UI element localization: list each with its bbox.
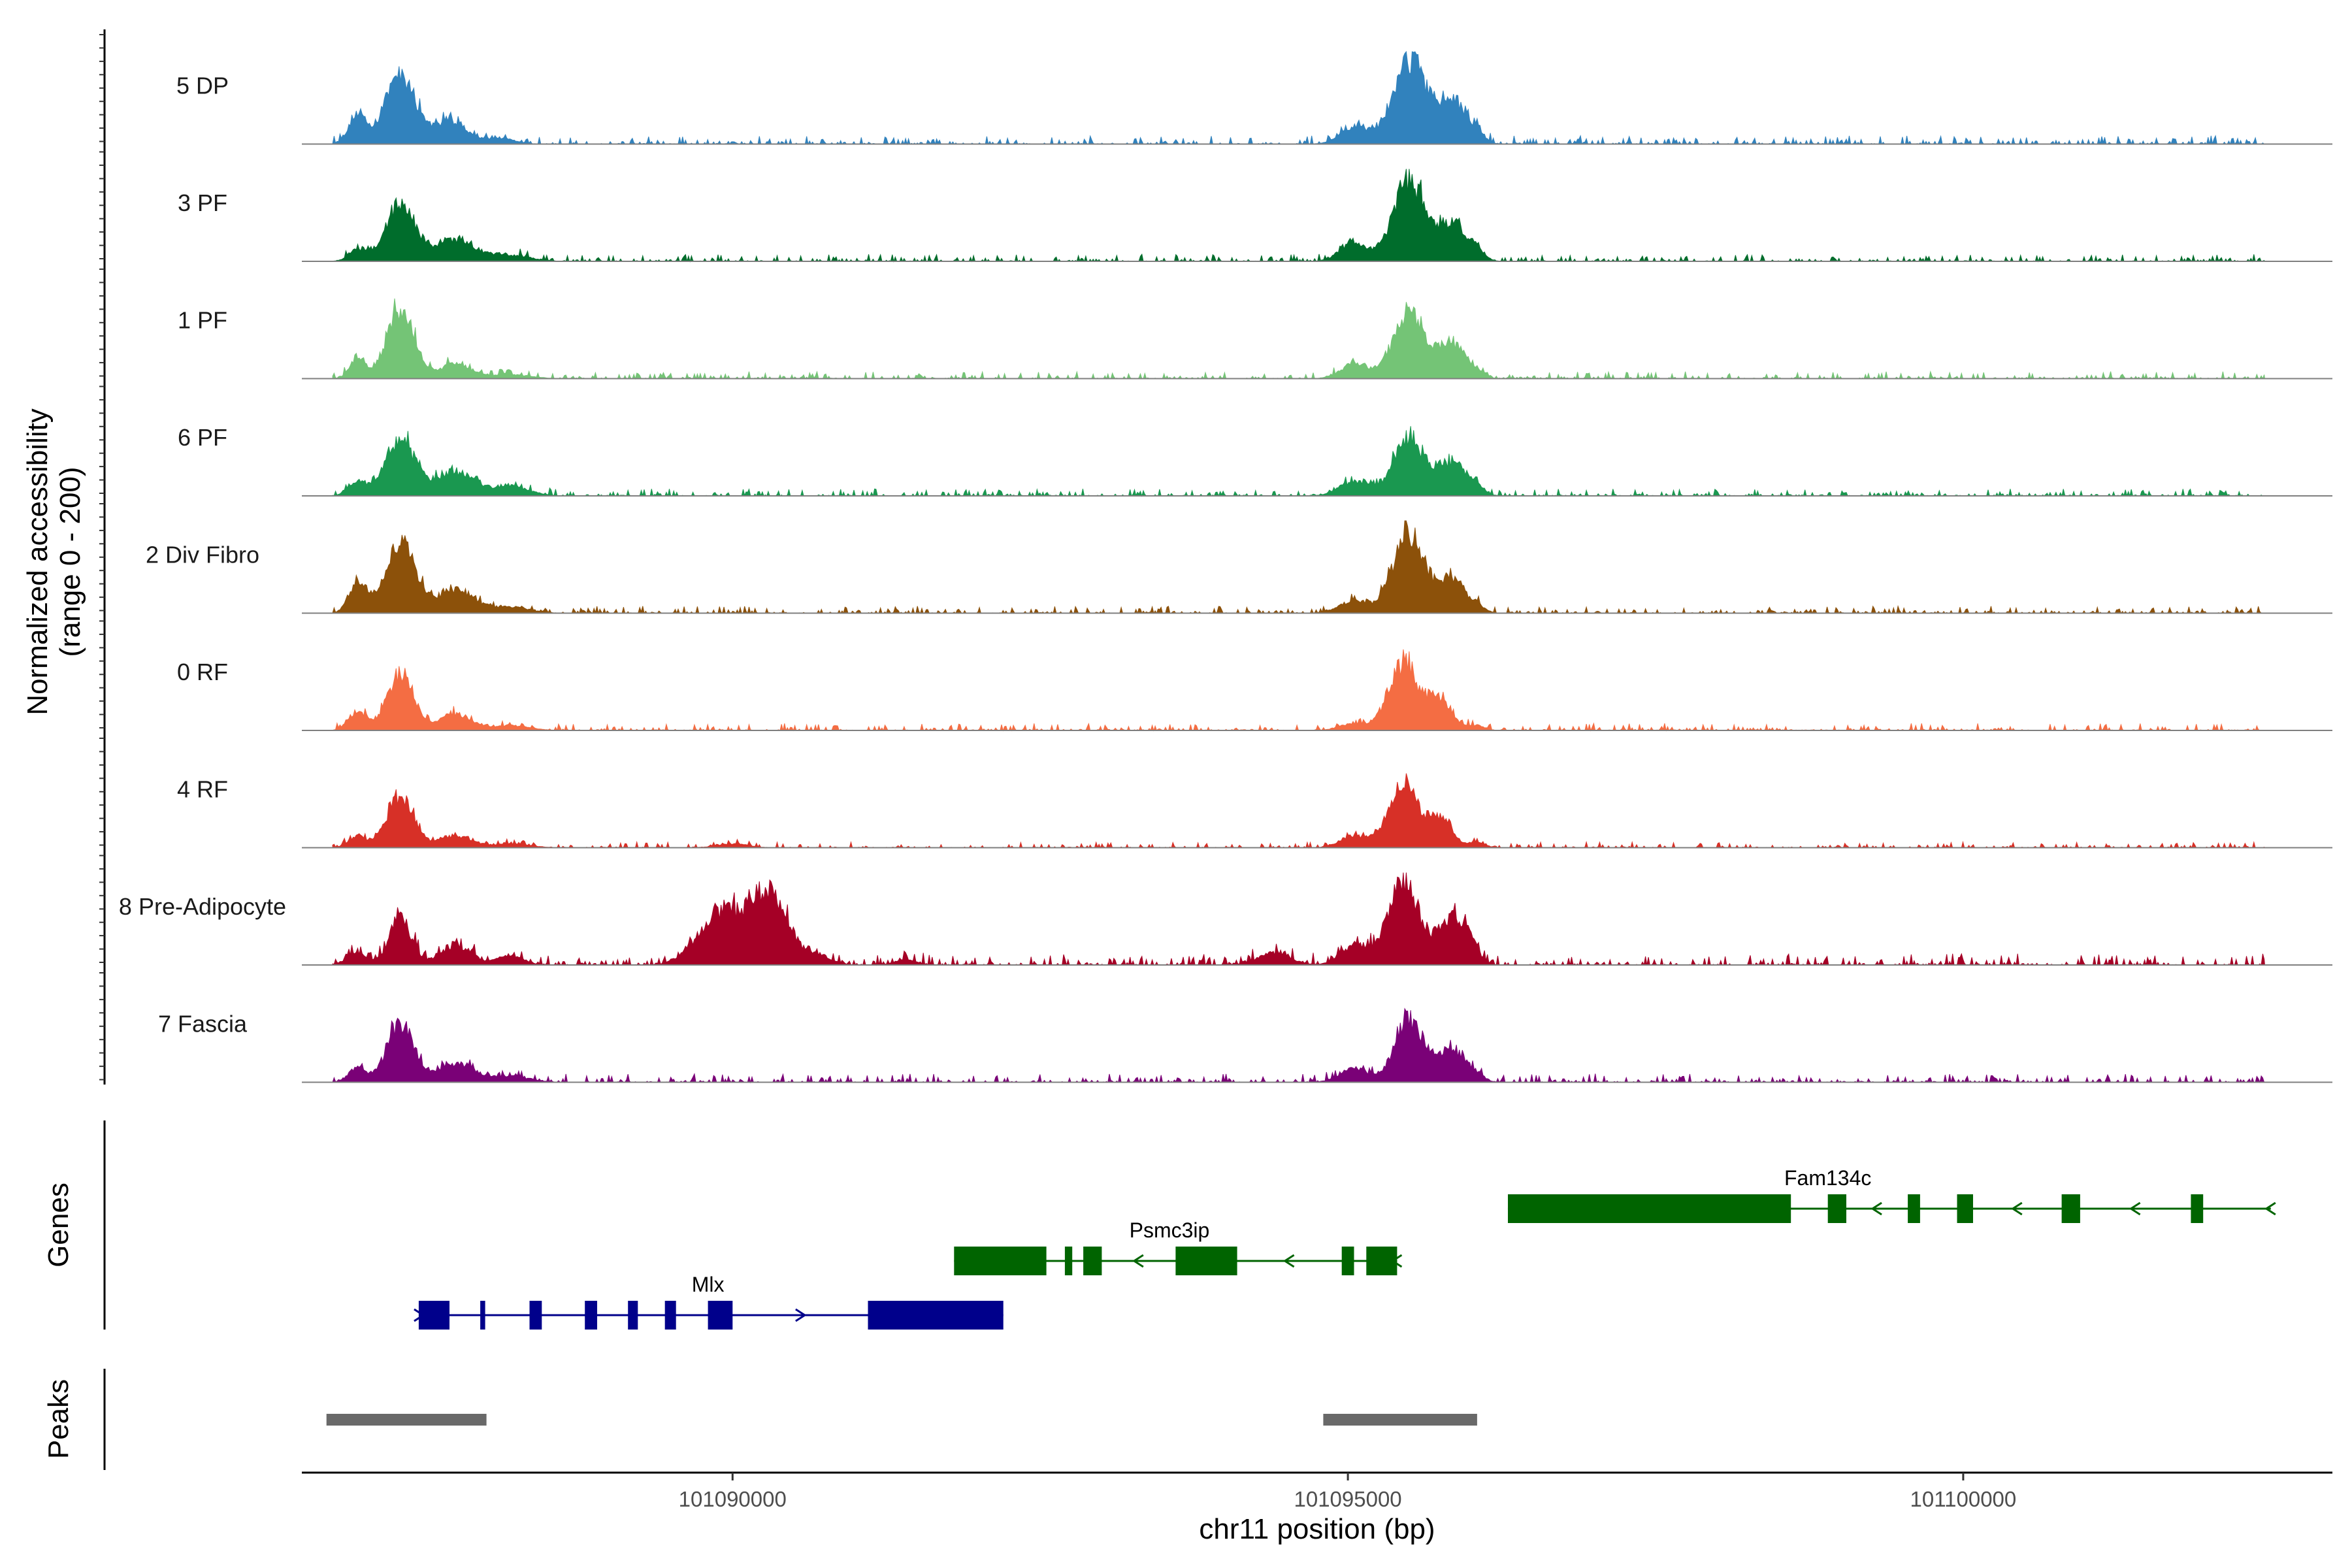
gene-exon (1341, 1247, 1354, 1275)
y-axis-title-range: (range 0 - 200) (54, 466, 86, 657)
peak-region (1323, 1414, 1477, 1426)
strand-arrow (1870, 1201, 1882, 1216)
gene-exon (708, 1301, 733, 1330)
track-label: 2 Div Fibro (146, 542, 259, 568)
x-axis-title: chr11 position (bp) (1199, 1513, 1435, 1545)
gene-exon (954, 1247, 1047, 1275)
peaks-panel: Peaks (42, 1369, 1477, 1470)
peak-regions (326, 1414, 1477, 1426)
track-6: 4 RF (177, 773, 2332, 849)
strand-arrow (2264, 1201, 2276, 1216)
gene-exon (2191, 1194, 2204, 1223)
x-axis-ticks: 101090000 101095000 101100000 (679, 1473, 2017, 1511)
genes-panel: Genes Mlx Psmc3ip Fam134c (42, 1120, 2276, 1330)
peak-region (326, 1414, 487, 1426)
x-tick-label: 101095000 (1294, 1487, 1401, 1511)
strand-arrow (1132, 1254, 1144, 1268)
track-1: 3 PF (178, 169, 2332, 263)
gene-exon (1175, 1247, 1237, 1275)
gene-exon (1508, 1194, 1791, 1223)
gene-exon (529, 1301, 542, 1330)
coverage-y-axis-ticks (99, 34, 105, 1081)
y-axis-title: Normalized accessibility (range 0 - 200) (22, 408, 86, 715)
track-label: 0 RF (177, 659, 228, 685)
strand-arrow (795, 1308, 807, 1322)
gene-models: Mlx Psmc3ip Fam134c (414, 1166, 2276, 1330)
gene-exon (585, 1301, 597, 1330)
coverage-tracks: 5 DP 3 PF 1 PF 6 PF 2 Div Fibro 0 RF 4 RF 8 Pre… (119, 50, 2332, 1084)
track-5: 0 RF (177, 649, 2332, 732)
strand-arrow (1282, 1254, 1295, 1268)
gene-mlx: Mlx (414, 1273, 1004, 1330)
track-7: 8 Pre-Adipocyte (119, 872, 2332, 966)
gene-exon (1083, 1247, 1102, 1275)
track-label: 3 PF (178, 189, 227, 216)
track-8: 7 Fascia (158, 1007, 2332, 1084)
gene-exon (628, 1301, 638, 1330)
gene-exon (480, 1301, 485, 1330)
x-axis: 101090000 101095000 101100000 chr11 positi… (302, 1471, 2332, 1545)
track-0: 5 DP (176, 50, 2332, 146)
track-label: 8 Pre-Adipocyte (119, 893, 286, 920)
gene-exon (1957, 1194, 1973, 1223)
strand-arrow (2011, 1201, 2023, 1216)
gene-label: Fam134c (1784, 1166, 1871, 1190)
x-tick-label: 101090000 (679, 1487, 787, 1511)
track-2: 1 PF (178, 298, 2332, 380)
gene-exon (664, 1301, 676, 1330)
gene-exon (1366, 1247, 1397, 1275)
gene-exon (868, 1301, 1004, 1330)
track-label: 6 PF (178, 424, 227, 451)
track-3: 6 PF (178, 424, 2332, 497)
x-tick-label: 101100000 (1910, 1487, 2017, 1511)
gene-exon (1827, 1194, 1846, 1223)
track-label: 7 Fascia (158, 1011, 248, 1037)
peaks-panel-label: Peaks (42, 1379, 74, 1459)
gene-exon (2061, 1194, 2080, 1223)
gene-label: Psmc3ip (1130, 1218, 1210, 1242)
track-4: 2 Div Fibro (146, 520, 2332, 615)
gene-exon (1908, 1194, 1920, 1223)
gene-exon (418, 1301, 449, 1330)
track-label: 5 DP (176, 73, 229, 99)
gene-exon (1064, 1247, 1073, 1275)
track-label: 1 PF (178, 307, 227, 334)
y-axis-title-main: Normalized accessibility (22, 408, 54, 715)
gene-psmc3ip: Psmc3ip (954, 1218, 1403, 1275)
track-label: 4 RF (177, 776, 228, 803)
strand-arrow (2129, 1201, 2141, 1216)
gene-label: Mlx (692, 1273, 725, 1296)
genes-panel-label: Genes (42, 1183, 74, 1267)
track-area (332, 426, 2265, 497)
gene-fam134c: Fam134c (1507, 1166, 2276, 1223)
